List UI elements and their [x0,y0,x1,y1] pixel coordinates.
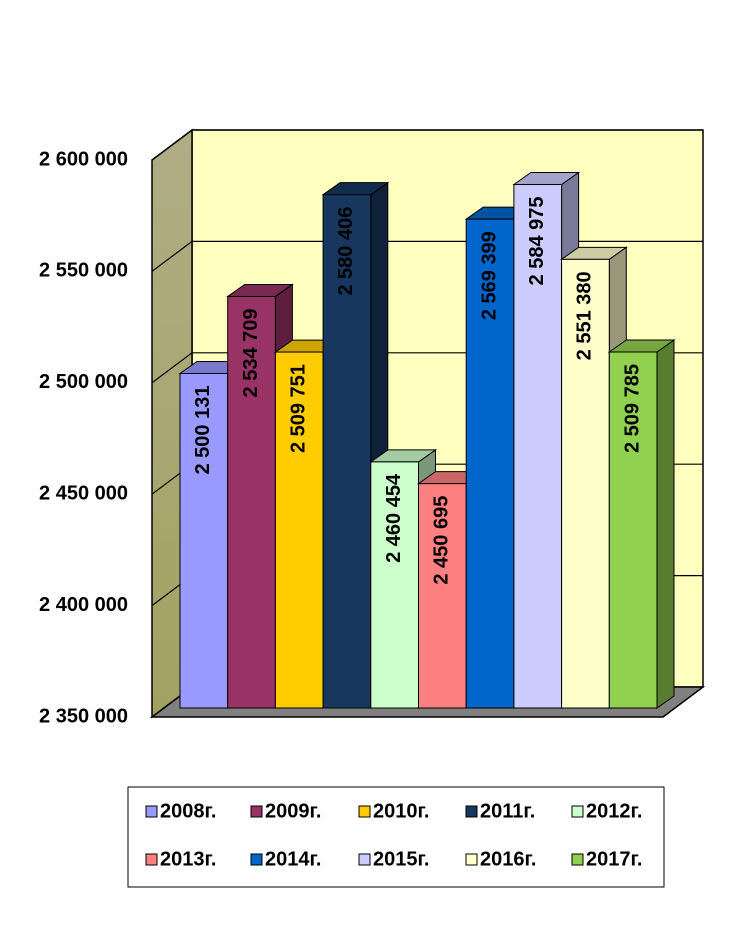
legend-label: 2012г. [586,800,642,822]
value-label: 2 500 131 [192,386,214,475]
value-label: 2 450 695 [431,496,453,585]
legend-label: 2008г. [160,800,216,822]
bar [418,483,467,709]
bar [561,258,610,709]
grid-line [151,129,193,161]
y-tick-label: 2 600 000 [39,148,128,170]
legend-label: 2015г. [373,848,429,870]
legend-swatch [571,853,584,866]
legend-swatch [145,805,158,818]
value-label: 2 569 399 [478,231,500,320]
bar [322,194,372,709]
bar-side [656,339,675,709]
legend-swatch [571,805,584,818]
legend-swatch [358,853,371,866]
value-label: 2 580 406 [335,207,357,296]
legend-swatch [250,805,263,818]
legend-swatch [465,805,478,818]
y-tick-label: 2 450 000 [39,482,128,504]
value-label: 2 509 751 [288,364,310,453]
value-label: 2 460 454 [383,473,405,563]
grid-line [151,352,193,384]
legend-label: 2011г. [480,800,535,822]
value-label: 2 584 975 [526,196,548,285]
value-label: 2 551 380 [574,271,596,360]
legend-swatch [250,853,263,866]
bar [513,183,563,709]
y-tick-label: 2 550 000 [39,260,128,282]
bar [465,218,515,709]
grid-line [151,240,193,272]
y-tick-label: 2 350 000 [39,705,128,727]
legend-box [127,786,665,888]
bar [370,461,419,709]
legend-label: 2016г. [480,848,536,870]
legend-swatch [465,853,478,866]
legend-label: 2010г. [373,800,429,822]
bar [179,373,229,709]
bar [608,351,658,709]
legend-swatch [358,805,371,818]
legend-label: 2017г. [586,848,642,870]
y-tick-label: 2 500 000 [39,371,128,393]
value-label: 2 534 709 [240,308,262,397]
legend-label: 2014г. [265,848,321,870]
value-label: 2 509 785 [621,364,643,453]
legend-label: 2013г. [160,848,216,870]
y-tick-label: 2 400 000 [39,594,128,616]
legend-label: 2009г. [265,800,321,822]
legend-swatch [145,853,158,866]
